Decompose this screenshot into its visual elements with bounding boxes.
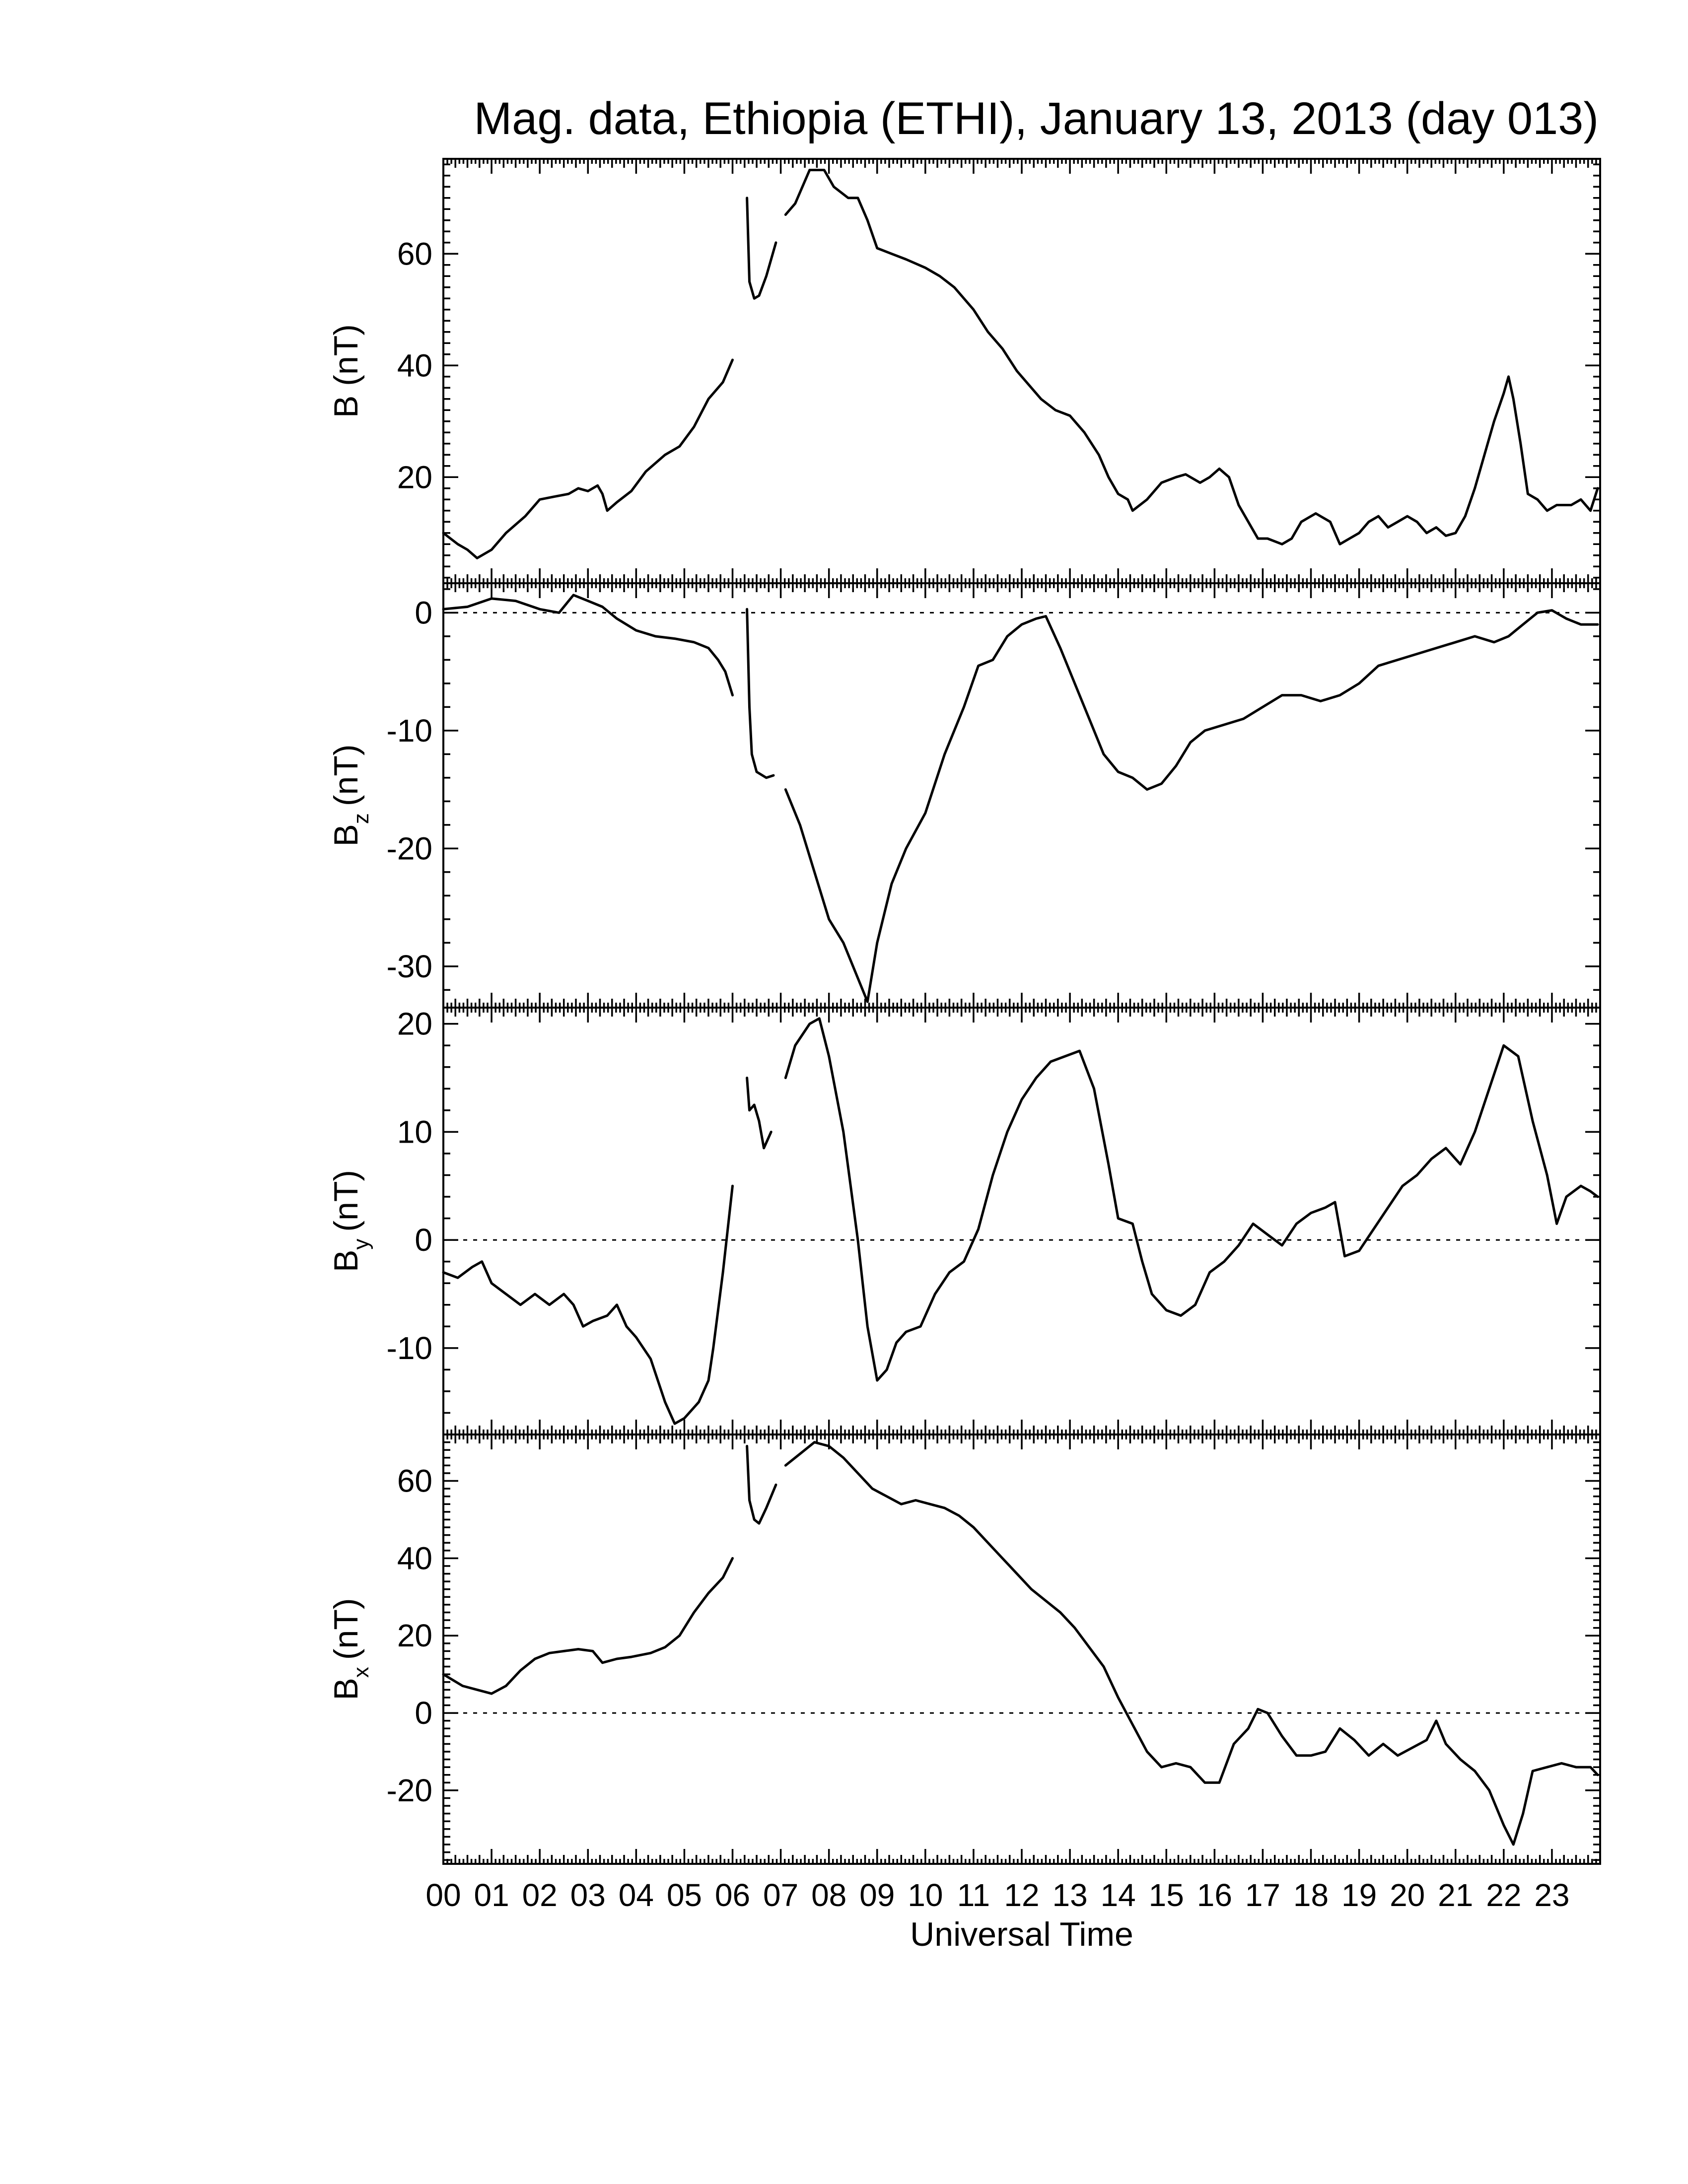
x-tick-label: 23 <box>1534 1877 1569 1913</box>
y-axis-title-main: B <box>327 1250 365 1272</box>
series-B-segment-3 <box>784 169 1599 546</box>
x-tick-label: 14 <box>1101 1877 1136 1913</box>
series-B-segment-2 <box>746 197 777 300</box>
y-tick-label: 0 <box>415 595 432 630</box>
panel-frame-By <box>442 1007 1601 1435</box>
y-tick-label: -10 <box>387 713 433 749</box>
x-tick-label: 15 <box>1149 1877 1184 1913</box>
series-Bx-segment-1 <box>442 1557 734 1695</box>
y-axis-title-unit: (nT) <box>327 1170 365 1232</box>
y-tick-label: -20 <box>387 830 433 866</box>
x-tick-label: 05 <box>667 1877 702 1913</box>
series-Bx-segment-3 <box>784 1441 1599 1846</box>
x-tick-label: 17 <box>1245 1877 1280 1913</box>
y-axis-title-Bz: Bz (nT) <box>327 744 373 846</box>
panel-By: -10 0 10 20 By (nT) <box>327 1006 1601 1435</box>
panels: 20 40 60 B (nT) -30 -20 -10 0 Bz (nT) -10 0 10 20 By (n… <box>327 158 1601 1865</box>
y-tick-label: 60 <box>397 236 432 272</box>
x-tick-label: 12 <box>1004 1877 1039 1913</box>
x-tick-label: 18 <box>1293 1877 1329 1913</box>
x-tick-label: 19 <box>1341 1877 1377 1913</box>
y-tick-label: 20 <box>397 459 432 495</box>
x-tick-label: 04 <box>619 1877 654 1913</box>
x-tick-label: 09 <box>859 1877 895 1913</box>
panel-Bz: -30 -20 -10 0 Bz (nT) <box>327 582 1601 1009</box>
y-tick-label: 40 <box>397 1540 432 1576</box>
y-axis-title-unit: (nT) <box>327 1598 365 1660</box>
x-tick-label: 03 <box>570 1877 606 1913</box>
x-tick-label: 07 <box>763 1877 798 1913</box>
panel-frame-B <box>442 158 1601 584</box>
series-B-segment-1 <box>442 358 734 559</box>
series-By-segment-3 <box>784 1017 1599 1382</box>
panel-frame-Bx <box>442 1433 1601 1865</box>
y-tick-label: 40 <box>397 347 432 383</box>
x-tick-label: 08 <box>811 1877 846 1913</box>
y-tick-label: 0 <box>415 1695 432 1731</box>
series-By-segment-2 <box>746 1077 773 1150</box>
x-tick-label: 16 <box>1197 1877 1232 1913</box>
y-axis-title-Bx: Bx (nT) <box>327 1598 373 1700</box>
y-axis-title-main: B <box>327 824 365 846</box>
x-axis-title: Universal Time <box>910 1915 1133 1953</box>
x-tick-label: 01 <box>474 1877 509 1913</box>
x-tick-label: 11 <box>957 1877 990 1913</box>
chart-title: Mag. data, Ethiopia (ETHI), January 13, … <box>474 93 1599 144</box>
x-tick-label: 20 <box>1390 1877 1425 1913</box>
x-tick-label: 13 <box>1052 1877 1087 1913</box>
x-tick-label: 00 <box>425 1877 461 1913</box>
y-tick-label: -20 <box>387 1773 433 1808</box>
x-tick-label: 02 <box>522 1877 558 1913</box>
x-tick-label: 10 <box>908 1877 943 1913</box>
panel-frame-Bz <box>442 582 1601 1009</box>
series-Bz-segment-1 <box>442 594 734 697</box>
y-tick-label: 20 <box>397 1006 432 1042</box>
y-axis-title-subscript: x <box>349 1667 373 1678</box>
panel-Bx: -20 0 20 40 60 Bx (nT) <box>327 1433 1601 1865</box>
x-axis: 00 01 02 03 04 05 06 07 08 09 10 11 12 13 14 15 16 17 18 19… <box>425 1877 1569 1913</box>
y-axis-title-subscript: y <box>349 1239 373 1250</box>
panel-B: 20 40 60 B (nT) <box>327 158 1601 584</box>
x-tick-label: 22 <box>1486 1877 1521 1913</box>
y-tick-label: 20 <box>397 1618 432 1653</box>
y-tick-label: -30 <box>387 949 433 984</box>
y-axis-title-B: B (nT) <box>327 324 365 418</box>
series-Bz-segment-3 <box>784 609 1599 1003</box>
y-tick-label: 0 <box>415 1222 432 1258</box>
x-tick-label: 21 <box>1438 1877 1473 1913</box>
y-axis-title-subscript: z <box>349 813 373 824</box>
y-axis-title-unit: (nT) <box>327 744 365 806</box>
y-tick-label: 10 <box>397 1114 432 1150</box>
y-axis-title-main: B (nT) <box>327 324 365 418</box>
y-tick-label: -10 <box>387 1330 433 1366</box>
series-Bx-segment-2 <box>746 1444 777 1525</box>
y-tick-label: 60 <box>397 1463 432 1499</box>
series-Bz-segment-2 <box>746 608 775 779</box>
x-tick-label: 06 <box>715 1877 750 1913</box>
y-axis-title-main: B <box>327 1678 365 1700</box>
y-axis-title-By: By (nT) <box>327 1170 373 1272</box>
series-By-segment-1 <box>442 1184 734 1425</box>
